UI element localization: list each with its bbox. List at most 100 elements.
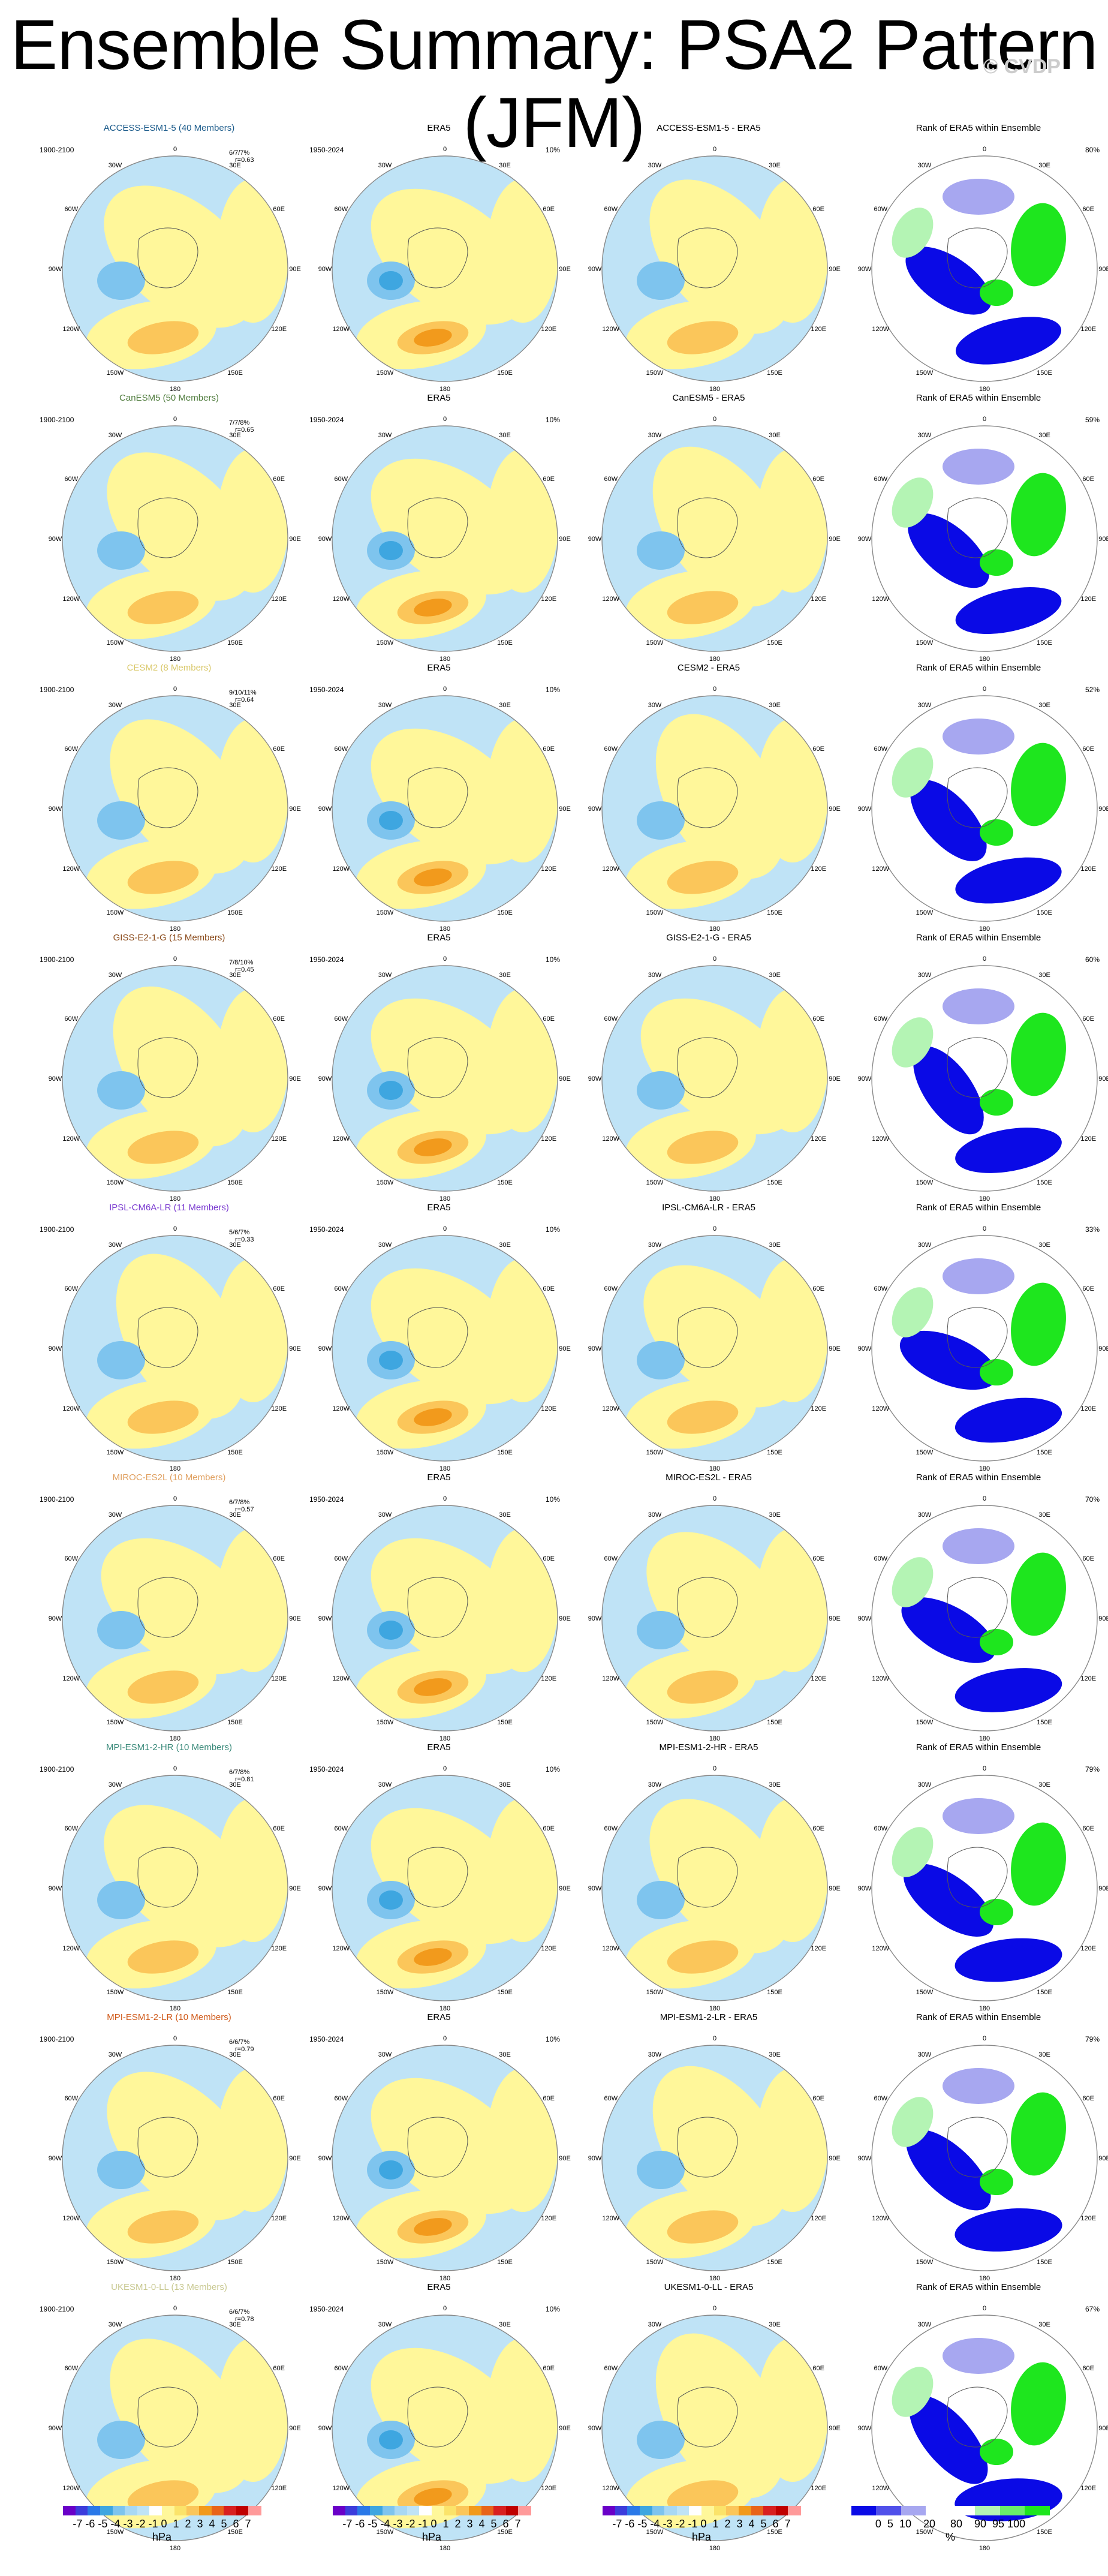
- era5-pct: 10%: [545, 1495, 560, 1504]
- diff-panel: MIROC-ES2L - ERA5 0 30E 60E 90E 120E 150E 180 15…: [577, 1472, 841, 1742]
- colorbar-swatch: [88, 2506, 101, 2515]
- colorbar-swatch: [701, 2506, 715, 2515]
- lon-label: 30E: [769, 1781, 781, 1789]
- coastline: [947, 767, 1008, 828]
- lon-label: 90W: [588, 536, 602, 543]
- era5-pct: 10%: [545, 1225, 560, 1234]
- model-correlation: r=0.64: [235, 696, 254, 704]
- rank-high-light-region: [892, 747, 934, 798]
- map-boundary: [871, 155, 1098, 382]
- lon-label: 120W: [602, 1135, 619, 1143]
- era5-period: 1950-2024: [309, 1495, 344, 1504]
- lon-label: 30W: [378, 2321, 392, 2328]
- lon-label: 60E: [812, 1285, 824, 1292]
- lon-label: 120E: [1080, 865, 1096, 873]
- rank-low-region: [909, 2395, 988, 2484]
- lon-label: 90E: [829, 266, 841, 273]
- model-ratio: 6/7/7%: [229, 149, 250, 157]
- lon-label: 0: [443, 1495, 447, 1502]
- lon-label: 120W: [62, 1135, 80, 1143]
- lon-label: 0: [173, 1495, 177, 1502]
- colorbar-unit: hPa: [691, 2531, 712, 2543]
- model-panel: CESM2 (8 Members) 1900-2100 9/10/11% r=0.64…: [37, 663, 301, 933]
- model-map: 0 30E 60E 90E 120E 150E 180 150W 120W 90W 60W 30W: [49, 1495, 301, 1742]
- lon-label: 60E: [812, 2365, 824, 2372]
- lon-label: 90E: [1098, 2155, 1108, 2162]
- model-ratio: 6/7/8%: [229, 1769, 250, 1776]
- diff-panel: ACCESS-ESM1-5 - ERA5 0 30E 60E 90E 120E 150E 18…: [577, 123, 841, 393]
- lon-label: 30E: [1038, 1511, 1050, 1519]
- colorbar-swatch: [248, 2506, 261, 2515]
- rank-pct: 33%: [1085, 1225, 1100, 1234]
- coastline: [407, 1307, 468, 1368]
- map-boundary: [62, 965, 288, 1192]
- model-period: 1900-2100: [40, 1225, 74, 1234]
- lon-label: 30W: [378, 1242, 392, 1249]
- lon-label: 60E: [543, 2095, 555, 2102]
- positive-core: [127, 1400, 199, 1434]
- lon-label: 90W: [318, 536, 332, 543]
- positive-region: [757, 1528, 827, 1672]
- diff-map: 0 30E 60E 90E 120E 150E 180 150W 120W 90W 60W 30W: [588, 146, 841, 393]
- colorbar-swatch: [382, 2506, 395, 2515]
- map-boundary: [332, 1235, 558, 1462]
- coastline: [947, 1577, 1008, 1638]
- lon-label: 30W: [378, 432, 392, 439]
- lon-label: 150E: [1037, 2259, 1052, 2266]
- era5-pct: 10%: [545, 416, 560, 424]
- rank-pct: 79%: [1085, 2035, 1100, 2043]
- positive-center: [414, 1948, 452, 1966]
- lon-label: 150E: [767, 1989, 782, 1996]
- colorbar-swatch: [652, 2506, 665, 2515]
- positive-core: [667, 2480, 739, 2514]
- model-panel: CanESM5 (50 Members) 1900-2100 7/7/8% r=0.6…: [37, 393, 301, 663]
- lon-label: 120E: [1080, 1135, 1096, 1143]
- lon-label: 120W: [62, 2215, 80, 2222]
- lon-label: 90W: [858, 536, 872, 543]
- lon-label: 150E: [1037, 1989, 1052, 1996]
- positive-region: [217, 1258, 288, 1402]
- positive-center: [414, 868, 452, 886]
- lon-label: 150E: [767, 1179, 782, 1186]
- negative-core: [637, 1881, 685, 1919]
- lon-label: 60E: [543, 1825, 555, 1832]
- positive-region: [757, 1258, 827, 1402]
- lon-label: 60W: [64, 746, 78, 753]
- lon-label: 120W: [872, 1135, 889, 1143]
- lon-label: 120E: [811, 2215, 826, 2222]
- map-boundary: [332, 425, 558, 652]
- lon-label: 30W: [648, 1511, 662, 1519]
- era5-title: ERA5: [427, 2282, 451, 2292]
- lon-label: 150W: [646, 909, 664, 916]
- lon-label: 150E: [767, 2529, 782, 2536]
- page-title: Ensemble Summary: PSA2 Pattern (JFM): [10, 5, 1098, 163]
- lon-label: 90E: [1098, 1615, 1108, 1622]
- lon-label: 30W: [648, 1781, 662, 1789]
- lon-label: 120E: [811, 1405, 826, 1412]
- era5-pct: 10%: [545, 1765, 560, 1774]
- lon-label: 120E: [541, 1675, 556, 1682]
- model-period: 1900-2100: [40, 2035, 74, 2043]
- lon-label: 180: [979, 386, 990, 393]
- lon-label: 90E: [829, 805, 841, 813]
- lon-label: 0: [173, 146, 177, 153]
- lon-label: 0: [173, 2305, 177, 2312]
- colorbar-swatch: [1024, 2506, 1050, 2515]
- coastline: [677, 497, 738, 558]
- colorbar-swatch: [369, 2506, 383, 2515]
- era5-period: 1950-2024: [309, 146, 344, 154]
- lon-label: 90E: [559, 2425, 571, 2432]
- coastline: [947, 2386, 1008, 2448]
- rank-map: 0 30E 60E 90E 120E 150E 180 150W 120W 90W 60W 30W: [858, 1225, 1108, 1472]
- lon-label: 30W: [918, 1781, 932, 1789]
- lon-label: 60E: [812, 206, 824, 213]
- lon-label: 150W: [646, 2259, 664, 2266]
- lon-label: 150W: [377, 369, 394, 377]
- rank-title: Rank of ERA5 within Ensemble: [916, 2012, 1041, 2022]
- diff-title: MPI-ESM1-2-HR - ERA5: [659, 1742, 758, 1753]
- lon-label: 60E: [812, 2095, 824, 2102]
- coastline: [407, 2386, 468, 2448]
- positive-region: [487, 1798, 558, 1942]
- lon-label: 60W: [874, 1285, 887, 1292]
- rank-map: 0 30E 60E 90E 120E 150E 180 150W 120W 90W 60W 30W: [858, 416, 1108, 663]
